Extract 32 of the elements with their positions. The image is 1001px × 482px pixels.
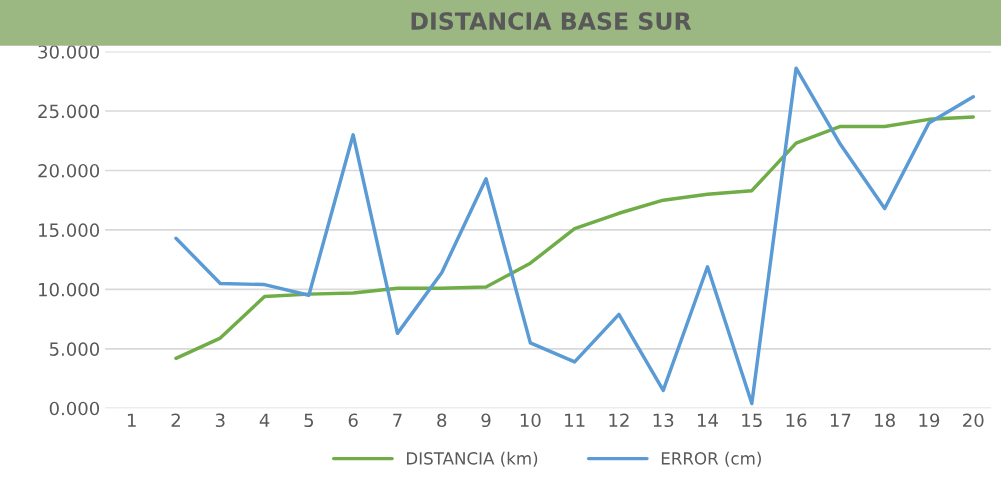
x-tick-label: 1 [127, 413, 136, 427]
x-tick-label: 8 [437, 413, 447, 428]
y-tick-label: 30.000 [38, 45, 100, 59]
legend-label: DISTANCIA (km) [407, 451, 538, 467]
x-tick-label: 19 [919, 413, 940, 428]
x-tick-label: 16 [786, 413, 807, 428]
x-tick-label: 10 [520, 413, 541, 428]
x-tick-label: 18 [875, 413, 895, 428]
x-tick-label: 5 [304, 413, 314, 428]
line-series [174, 66, 976, 406]
y-tick-label: 0.000 [49, 401, 100, 416]
x-tick-label: 12 [609, 413, 629, 427]
x-tick-label: 3 [215, 413, 225, 428]
y-tick-label: 15.000 [39, 223, 100, 238]
x-tick-label: 6 [348, 413, 358, 428]
x-tick-label: 7 [393, 413, 402, 427]
x-tick-label: 13 [653, 413, 674, 428]
x-tick-label: 14 [698, 413, 718, 427]
x-tick-label: 17 [830, 413, 851, 427]
legend-label: ERROR (cm) [661, 451, 761, 467]
x-tick-label: 9 [481, 413, 491, 428]
y-tick-label: 5.000 [49, 342, 100, 356]
x-tick-label: 2 [171, 413, 180, 427]
chart-title: DISTANCIA BASE SUR [411, 12, 692, 30]
x-tick-label: 11 [565, 413, 585, 427]
y-tick-label: 10.000 [39, 282, 100, 297]
y-tick-label: 20.000 [38, 163, 100, 178]
x-tick-label: 20 [963, 413, 984, 428]
x-tick-label: 15 [742, 413, 762, 428]
line-series [174, 115, 976, 361]
x-tick-label: 4 [259, 413, 270, 427]
y-tick-label: 25.000 [38, 104, 100, 119]
